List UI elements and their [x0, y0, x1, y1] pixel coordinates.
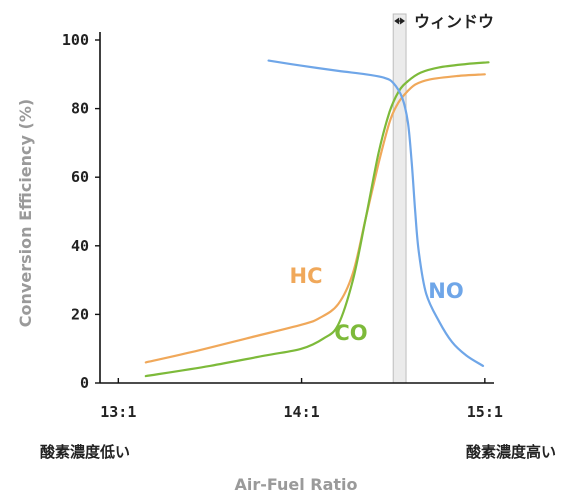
series-label-hc: HC — [290, 264, 323, 288]
x-axis-title: Air-Fuel Ratio — [234, 475, 357, 494]
series-label-co: CO — [334, 321, 367, 345]
oxygen-high-label: 酸素濃度高い — [466, 443, 556, 461]
y-tick-label: 100 — [62, 31, 89, 49]
x-tick-label: 13:1 — [100, 403, 136, 421]
stoichiometric-window-band — [392, 13, 407, 384]
y-axis-title: Conversion Efficiency (%) — [16, 99, 35, 327]
y-tick-label: 80 — [71, 100, 89, 118]
y-tick-label: 60 — [71, 168, 89, 186]
series-line-hc — [144, 73, 486, 364]
window-label: ウィンドウ — [414, 12, 494, 31]
x-tick-label: 15:1 — [467, 403, 503, 421]
series-line-co — [144, 61, 490, 378]
window-arrow-left-head — [394, 17, 400, 25]
series-label-no: NO — [428, 279, 463, 303]
x-tick-label: 14:1 — [284, 403, 320, 421]
y-tick-label: 40 — [71, 237, 89, 255]
oxygen-low-label: 酸素濃度低い — [40, 443, 130, 461]
window-arrow-right-head — [400, 17, 406, 25]
y-tick-label: 0 — [80, 374, 89, 392]
series-line-no — [267, 59, 485, 367]
y-tick-label: 20 — [71, 305, 89, 323]
